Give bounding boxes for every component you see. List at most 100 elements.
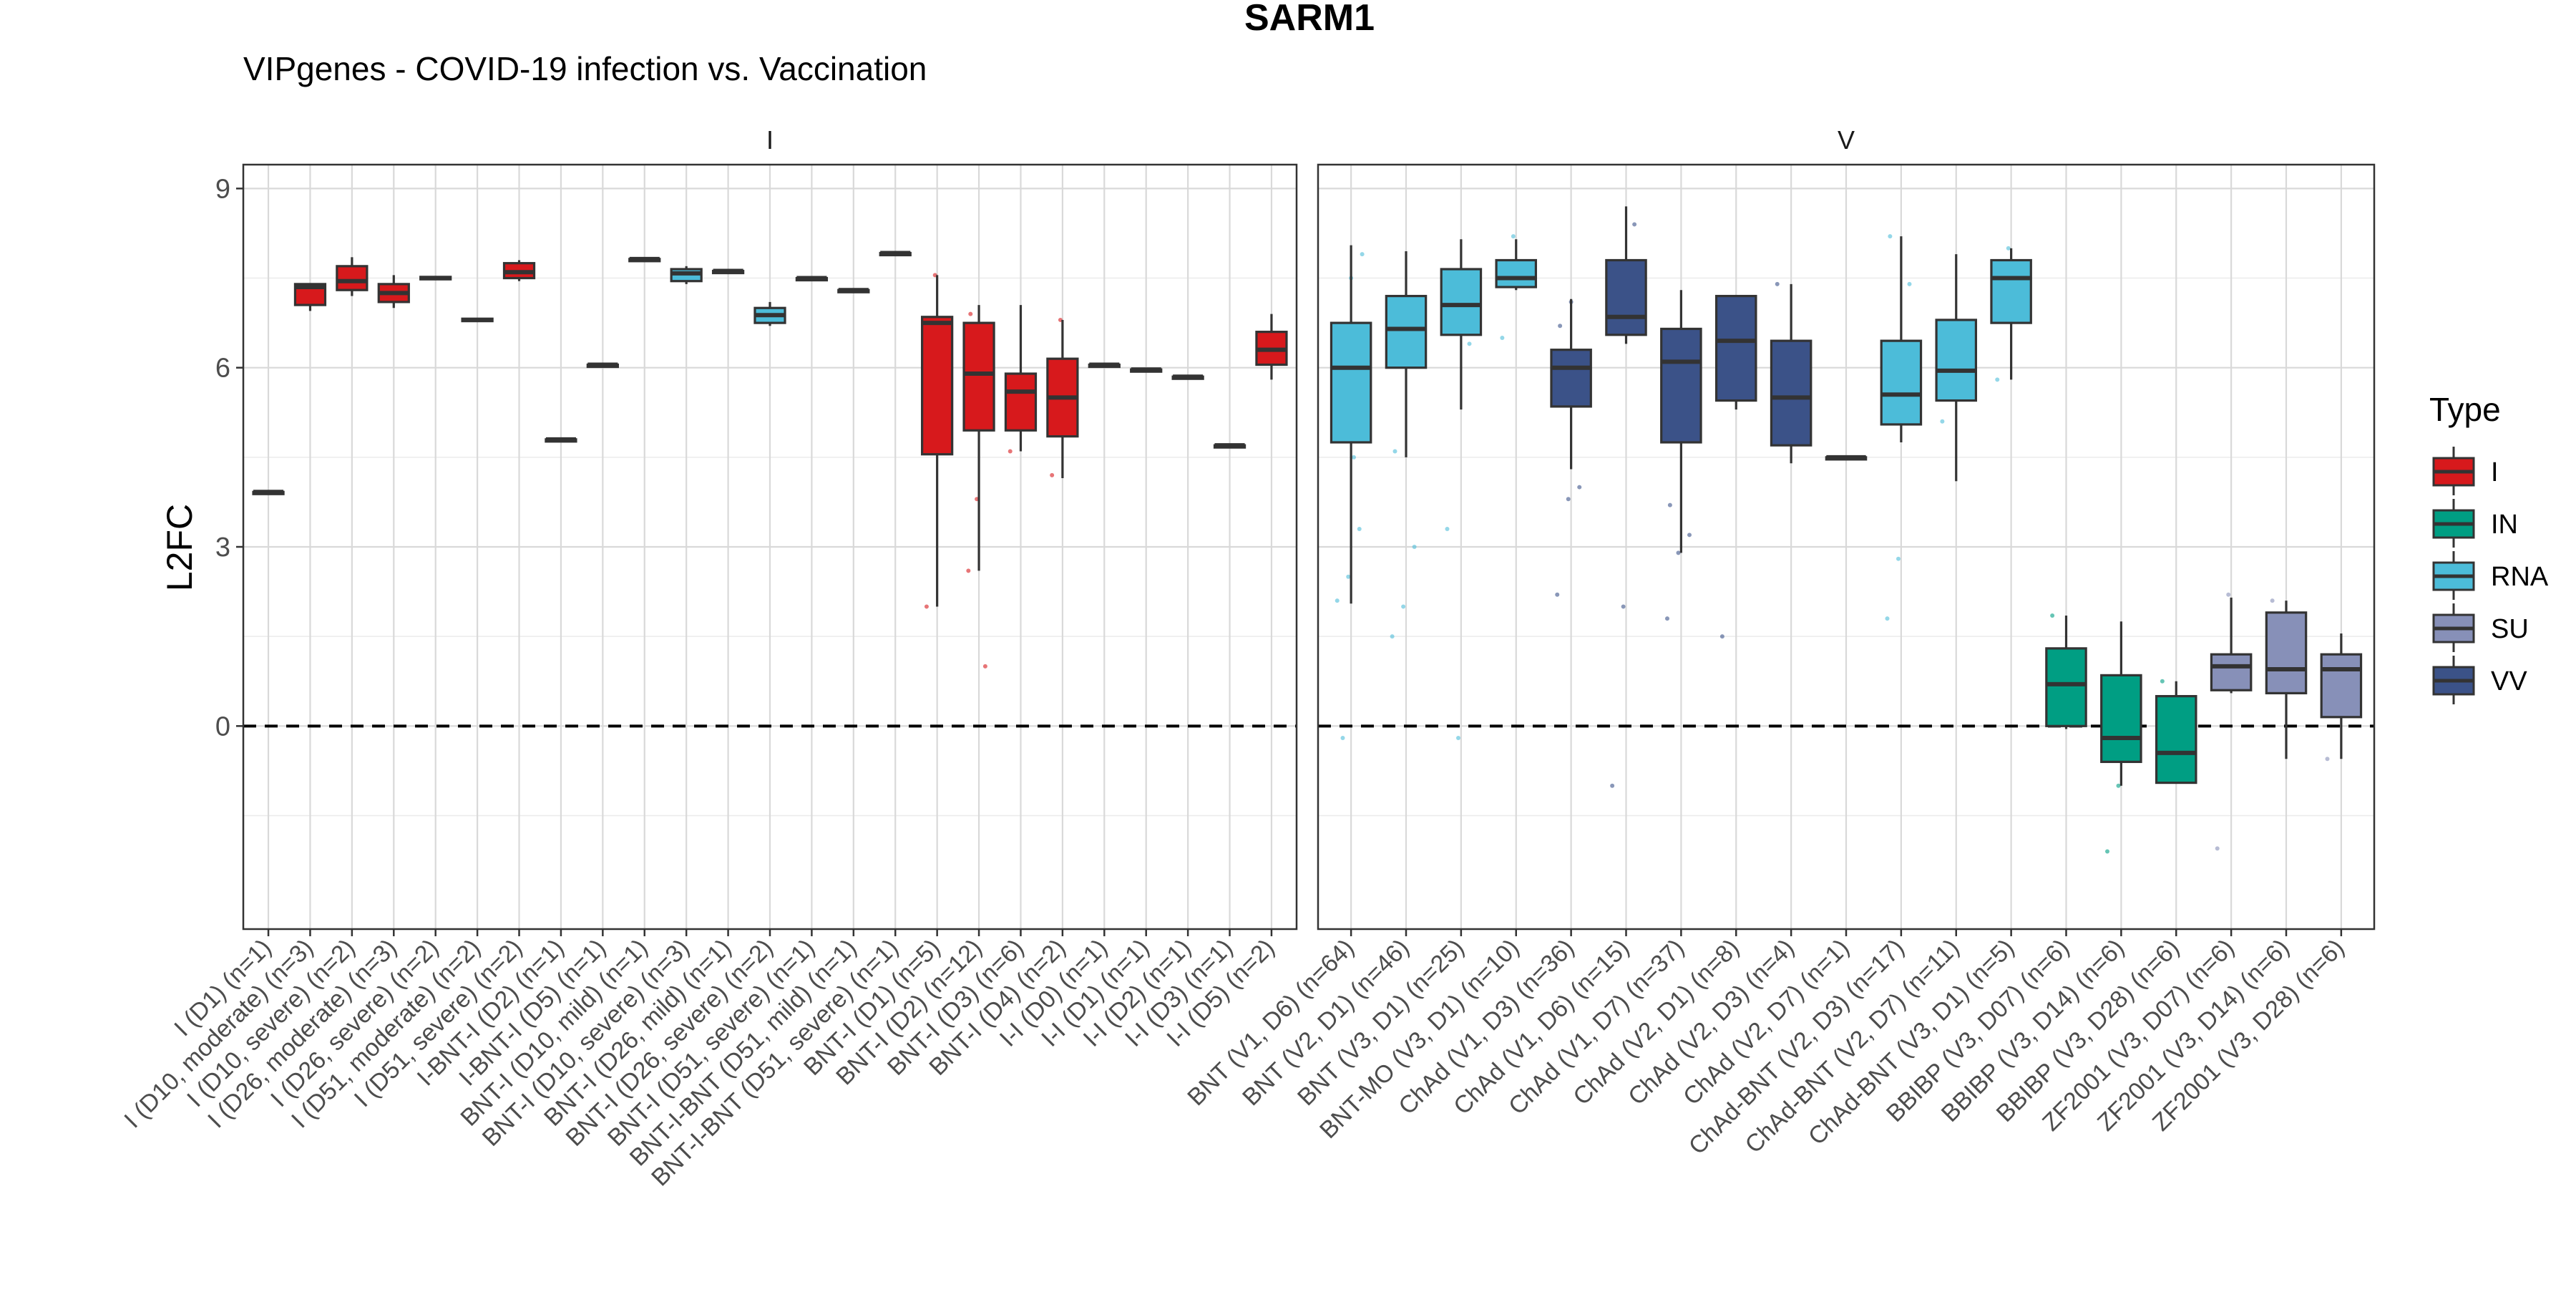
data-point — [1687, 533, 1692, 538]
data-point — [1351, 455, 1356, 460]
data-point — [982, 664, 987, 669]
data-point — [1335, 598, 1340, 603]
data-point — [1050, 472, 1055, 477]
data-point — [1467, 341, 1472, 346]
data-point — [2325, 757, 2330, 762]
box — [1935, 319, 1978, 402]
data-point — [1511, 234, 1516, 239]
box — [2100, 674, 2142, 763]
data-point — [2226, 592, 2231, 597]
data-point — [2116, 783, 2121, 788]
data-point — [1445, 526, 1450, 531]
legend-entry-SU: SU — [2432, 603, 2529, 652]
data-point — [1676, 550, 1681, 555]
data-point — [1500, 335, 1505, 340]
data-point — [1390, 634, 1395, 639]
data-point — [1888, 234, 1893, 239]
data-point — [1665, 616, 1670, 621]
data-point — [1632, 222, 1637, 227]
data-point — [1621, 604, 1626, 609]
legend-label: RNA — [2491, 562, 2549, 592]
data-point — [1885, 616, 1890, 621]
legend-label: IN — [2491, 510, 2518, 540]
data-point — [1401, 604, 1406, 609]
data-point — [2105, 849, 2110, 854]
data-point — [1392, 449, 1397, 454]
box — [1880, 339, 1923, 426]
data-point — [1667, 502, 1672, 507]
y-tick-label: 9 — [215, 174, 230, 204]
box — [1550, 349, 1592, 408]
box — [1440, 268, 1483, 336]
data-point — [968, 311, 973, 316]
box — [921, 316, 954, 456]
box — [2320, 653, 2363, 719]
y-axis: 0 3 6 9 — [215, 174, 243, 742]
data-point — [1555, 592, 1560, 597]
box — [2045, 647, 2087, 727]
legend: Type I IN RNA SU VV — [2429, 391, 2549, 704]
legend-label: I — [2491, 457, 2499, 487]
data-point — [1896, 556, 1901, 561]
box — [336, 265, 369, 291]
data-point — [1610, 783, 1615, 788]
panel-I: II (D1) (n=1)I (D10, moderate) (n=3)I (D… — [119, 125, 1298, 1192]
chart-title: SARM1 — [1244, 0, 1375, 39]
panels: II (D1) (n=1)I (D10, moderate) (n=3)I (D… — [119, 125, 2376, 1192]
box — [1770, 339, 1813, 447]
data-point — [1357, 526, 1362, 531]
box — [1330, 321, 1372, 444]
y-axis-label: L2FC — [160, 504, 200, 591]
y-tick-label: 0 — [215, 711, 230, 742]
data-point — [1346, 574, 1351, 579]
data-point — [1995, 377, 2000, 382]
chart-subtitle: VIPgenes - COVID-19 infection vs. Vaccin… — [243, 50, 927, 87]
legend-title: Type — [2429, 391, 2501, 428]
legend-entry-I: I — [2432, 447, 2499, 495]
panel-strip-label: V — [1838, 125, 1855, 155]
box — [1660, 327, 1702, 444]
box — [1714, 294, 1757, 402]
data-point — [1340, 736, 1345, 740]
box — [1495, 258, 1538, 288]
data-point — [1360, 252, 1365, 257]
data-point — [924, 604, 929, 609]
box — [1385, 294, 1428, 369]
data-point — [2050, 613, 2055, 618]
legend-label: VV — [2491, 666, 2527, 696]
data-point — [2270, 598, 2275, 603]
panel-border — [1317, 163, 2376, 931]
data-point — [966, 568, 971, 573]
data-point — [1907, 281, 1912, 286]
data-point — [1566, 497, 1571, 502]
data-point — [1456, 736, 1461, 740]
data-point — [1558, 324, 1563, 329]
data-point — [1577, 485, 1582, 490]
data-point — [1008, 449, 1013, 454]
y-tick-label: 3 — [215, 533, 230, 563]
legend-label: SU — [2491, 614, 2529, 644]
legend-entry-RNA: RNA — [2432, 551, 2549, 600]
legend-entry-IN: IN — [2432, 499, 2518, 548]
data-point — [1412, 545, 1417, 549]
box — [1004, 372, 1038, 432]
panel-strip-label: I — [766, 125, 774, 155]
box — [2265, 611, 2308, 695]
box — [2210, 653, 2253, 691]
box — [1605, 258, 1647, 336]
box — [2155, 694, 2197, 785]
data-point — [2215, 846, 2220, 851]
y-tick-label: 6 — [215, 354, 230, 384]
box — [1990, 258, 2032, 324]
data-point — [1940, 419, 1945, 424]
data-point — [1719, 634, 1724, 639]
box — [962, 321, 995, 432]
data-point — [1775, 281, 1780, 286]
legend-entries: I IN RNA SU VV — [2432, 447, 2549, 704]
legend-entry-VV: VV — [2432, 656, 2527, 704]
data-point — [2006, 246, 2011, 251]
data-point — [2160, 679, 2165, 684]
